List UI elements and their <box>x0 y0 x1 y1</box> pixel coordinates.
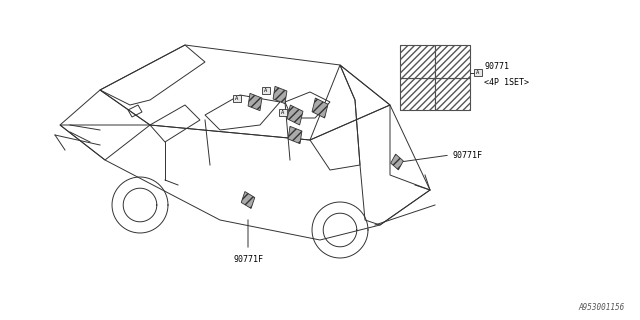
Polygon shape <box>248 93 262 111</box>
Text: 90771F: 90771F <box>452 150 482 159</box>
Bar <box>435 45 470 77</box>
Polygon shape <box>287 105 303 125</box>
Polygon shape <box>312 98 328 118</box>
Bar <box>435 77 470 110</box>
Text: 90771: 90771 <box>484 61 509 70</box>
Text: 90771F: 90771F <box>233 255 263 264</box>
Polygon shape <box>241 192 255 208</box>
Bar <box>400 45 435 77</box>
Text: A: A <box>236 95 239 100</box>
Polygon shape <box>273 86 287 104</box>
FancyBboxPatch shape <box>279 108 287 116</box>
Polygon shape <box>288 126 302 144</box>
FancyBboxPatch shape <box>474 69 482 76</box>
FancyBboxPatch shape <box>262 86 270 93</box>
Bar <box>400 77 435 110</box>
Text: A: A <box>476 70 479 75</box>
Text: A: A <box>282 109 285 115</box>
Bar <box>400 45 435 77</box>
Bar <box>400 77 435 110</box>
Polygon shape <box>390 154 403 170</box>
Text: <4P 1SET>: <4P 1SET> <box>484 77 529 86</box>
Bar <box>435 45 470 77</box>
Bar <box>435 77 470 110</box>
FancyBboxPatch shape <box>233 94 241 101</box>
Text: A: A <box>264 87 268 92</box>
Text: A953001156: A953001156 <box>579 303 625 312</box>
